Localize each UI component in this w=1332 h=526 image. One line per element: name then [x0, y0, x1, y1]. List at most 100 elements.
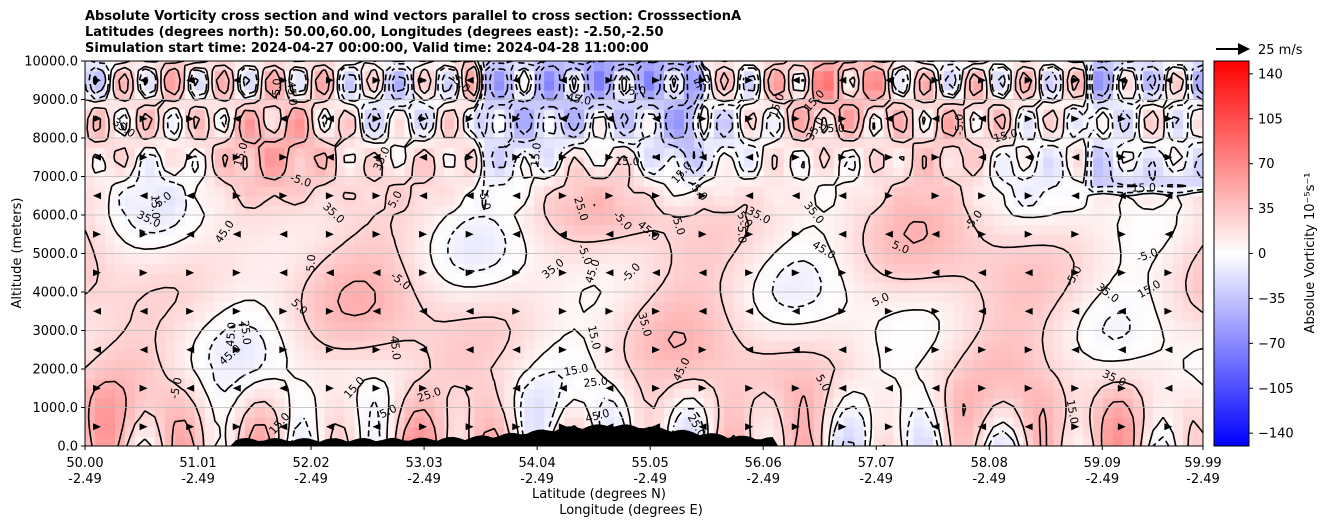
colorbar-tick-label: 140 [1258, 67, 1283, 82]
field-cell [314, 436, 326, 446]
field-cell [1003, 407, 1014, 418]
field-cell [144, 99, 156, 110]
wind-vector [698, 76, 707, 84]
field-cell [134, 311, 146, 322]
wind-vector [1117, 192, 1126, 200]
field-cell [783, 147, 795, 158]
field-cell [993, 253, 1004, 264]
wind-vector [325, 76, 334, 84]
field-cell [294, 215, 306, 226]
field-cell [1153, 89, 1164, 101]
field-cell [723, 369, 735, 380]
field-cell [414, 157, 425, 168]
field-cell [1013, 80, 1024, 91]
field-cell [424, 349, 435, 360]
field-cell [1003, 176, 1014, 187]
field-cell [1033, 176, 1044, 187]
field-cell [993, 243, 1004, 255]
field-cell [614, 320, 625, 332]
field-cell [344, 369, 356, 380]
field-cell [933, 253, 945, 264]
field-cell [1073, 301, 1084, 312]
field-cell [394, 292, 406, 303]
field-cell [244, 417, 256, 428]
field-cell [813, 369, 825, 380]
field-cell [1123, 340, 1134, 351]
field-cell [683, 301, 695, 312]
wind-vector [1117, 269, 1126, 277]
field-cell [284, 215, 296, 226]
field-cell [304, 378, 316, 389]
field-cell [1023, 378, 1034, 389]
field-cell [1193, 397, 1203, 409]
field-cell [85, 176, 96, 187]
field-cell [733, 109, 745, 120]
wind-vector [745, 269, 754, 277]
field-cell [1043, 215, 1054, 226]
wind-vector [1071, 115, 1080, 123]
field-cell [883, 378, 895, 389]
field-cell [1113, 176, 1124, 187]
field-cell [723, 426, 735, 437]
wind-vector [791, 384, 800, 392]
field-cell [843, 147, 855, 158]
field-cell [254, 272, 266, 283]
field-cell [494, 195, 505, 206]
y-tick-label: 5000.0 [33, 247, 79, 262]
field-cell [743, 311, 755, 322]
field-cell [214, 147, 226, 158]
field-cell [1103, 61, 1114, 72]
field-cell [144, 292, 156, 303]
field-cell [204, 234, 216, 245]
field-cell [624, 263, 635, 274]
field-cell [574, 80, 585, 91]
field-cell [454, 234, 465, 245]
field-cell [923, 70, 935, 81]
field-cell [184, 417, 196, 428]
field-cell [1013, 292, 1024, 303]
wind-vector [232, 423, 241, 431]
field-cell [903, 186, 915, 197]
x-tick-label-lat: 50.00 [66, 456, 103, 471]
field-cell [374, 147, 386, 158]
wind-vector [186, 192, 195, 200]
wind-vector [931, 346, 940, 354]
field-cell [953, 340, 965, 351]
field-cell [793, 166, 805, 178]
field-cell [813, 436, 825, 446]
field-cell [204, 301, 216, 312]
field-cell [693, 157, 705, 168]
field-cell [823, 61, 835, 72]
field-cell [993, 138, 1004, 149]
contour-label: -5.0 [669, 212, 688, 236]
wind-vector [372, 423, 381, 431]
field-cell [1043, 253, 1054, 264]
field-cell [474, 301, 485, 312]
field-cell [1143, 89, 1154, 101]
field-cell [224, 397, 236, 409]
field-cell [793, 388, 805, 399]
field-cell [783, 282, 795, 293]
field-cell [1123, 292, 1134, 303]
field-cell [144, 147, 156, 158]
field-cell [723, 301, 735, 312]
field-cell [224, 330, 236, 341]
field-cell [1013, 349, 1024, 360]
field-cell [783, 166, 795, 178]
field-cell [564, 369, 575, 380]
field-cell [883, 147, 895, 158]
field-cell [843, 61, 855, 72]
field-cell [903, 272, 915, 283]
field-cell [94, 388, 106, 399]
field-cell [494, 205, 505, 216]
field-cell [144, 61, 156, 72]
field-cell [584, 311, 595, 322]
field-cell [653, 301, 665, 312]
field-cell [484, 330, 495, 341]
field-cell [1073, 186, 1084, 197]
field-cell [683, 407, 695, 418]
field-cell [124, 340, 136, 351]
field-cell [534, 282, 545, 293]
field-cell [1133, 272, 1144, 283]
field-cell [244, 311, 256, 322]
